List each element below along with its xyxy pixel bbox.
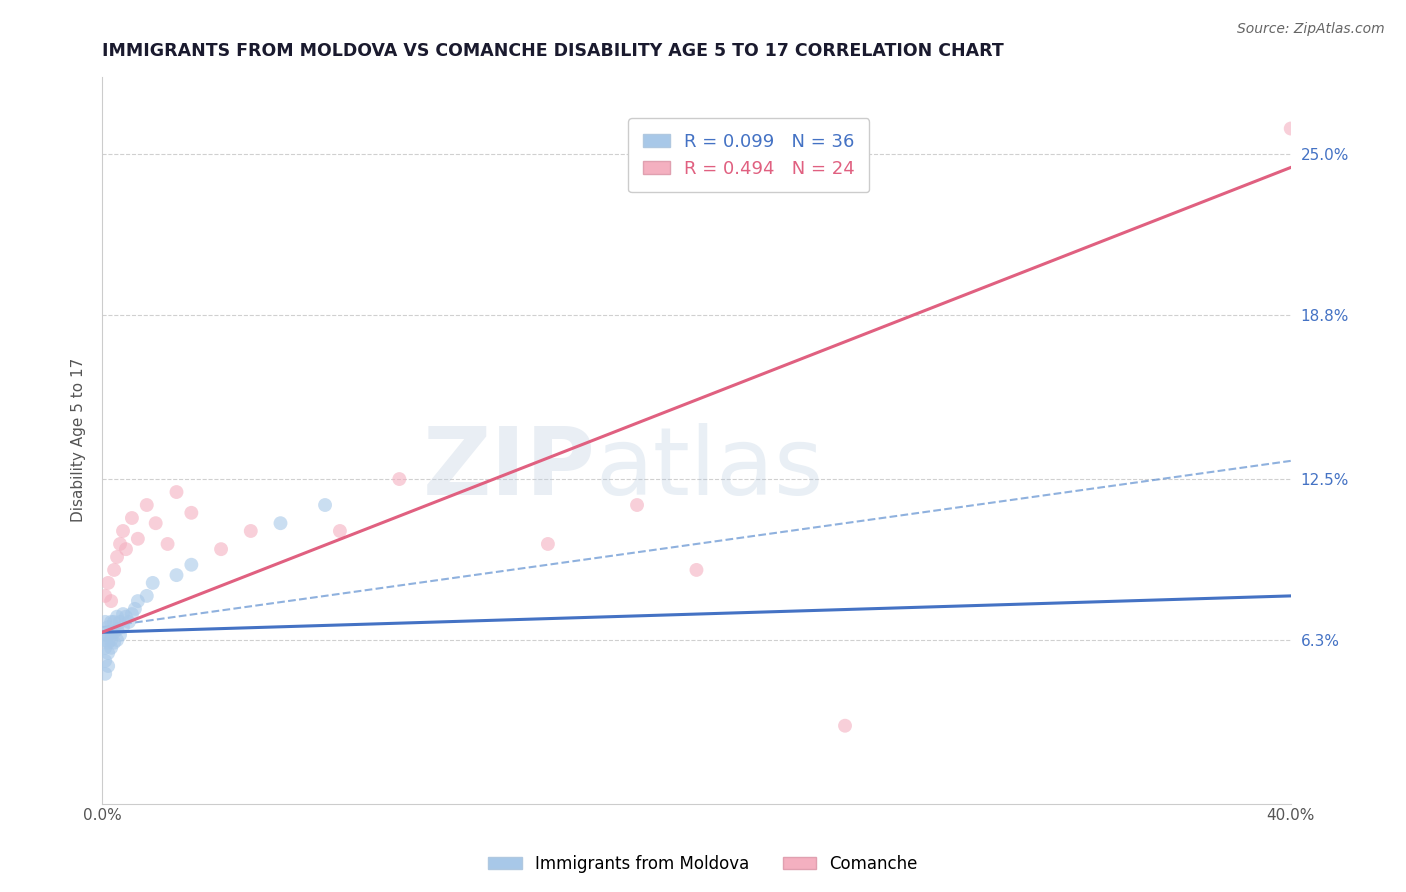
Point [135,498,157,512]
Point [135,589,157,603]
Text: atlas: atlas [596,423,824,516]
Point [108,628,131,642]
Point [97,646,120,660]
Point [180,558,202,572]
Point [180,506,202,520]
Point [314,498,336,512]
Point [685,563,707,577]
Point [124,602,146,616]
Point [111,524,134,538]
Point [209,542,232,557]
Point [111,607,134,621]
Point [118,615,141,629]
Point [239,524,262,538]
Text: IMMIGRANTS FROM MOLDOVA VS COMANCHE DISABILITY AGE 5 TO 17 CORRELATION CHART: IMMIGRANTS FROM MOLDOVA VS COMANCHE DISA… [103,42,1004,60]
Text: Source: ZipAtlas.com: Source: ZipAtlas.com [1237,22,1385,37]
Point [100,633,122,648]
Point [121,511,143,525]
Point [97,620,120,634]
Y-axis label: Disability Age 5 to 17: Disability Age 5 to 17 [72,358,86,522]
Point [329,524,352,538]
Point [100,640,122,655]
Point [97,628,120,642]
Point [108,615,131,629]
Point [103,625,125,640]
Point [537,537,560,551]
Point [1279,121,1302,136]
Point [269,516,291,531]
Point [142,575,165,590]
Point [127,532,149,546]
Point [94,654,117,668]
Point [121,607,143,621]
Point [100,615,122,629]
Point [103,615,125,629]
Point [94,589,117,603]
Point [166,485,188,500]
Point [834,719,856,733]
Legend: Immigrants from Moldova, Comanche: Immigrants from Moldova, Comanche [482,848,924,880]
Point [94,640,117,655]
Point [103,563,125,577]
Text: ZIP: ZIP [423,423,596,516]
Point [127,594,149,608]
Point [105,623,128,637]
Point [97,575,120,590]
Point [145,516,167,531]
Point [108,537,131,551]
Point [94,628,117,642]
Point [97,635,120,649]
Point [97,659,120,673]
Point [166,568,188,582]
Point [626,498,648,512]
Point [105,549,128,564]
Point [94,633,117,648]
Point [156,537,179,551]
Point [105,609,128,624]
Legend: R = 0.099   N = 36, R = 0.494   N = 24: R = 0.099 N = 36, R = 0.494 N = 24 [628,119,869,193]
Point [100,625,122,640]
Point [388,472,411,486]
Point [111,620,134,634]
Point [105,633,128,648]
Point [115,609,138,624]
Point [115,542,138,557]
Point [94,666,117,681]
Point [94,615,117,629]
Point [100,594,122,608]
Point [103,635,125,649]
